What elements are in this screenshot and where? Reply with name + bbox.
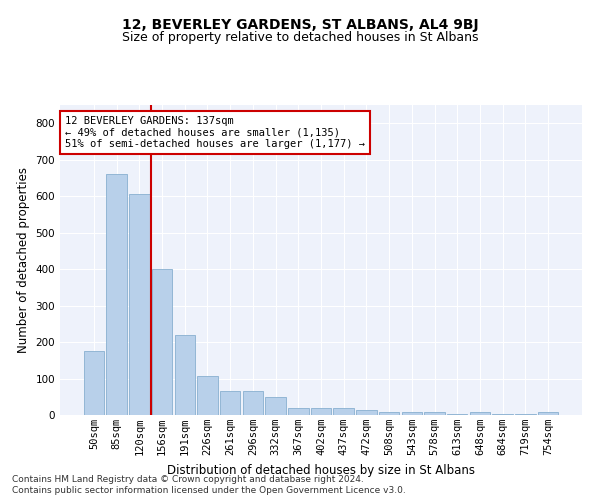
Text: Contains public sector information licensed under the Open Government Licence v3: Contains public sector information licen… bbox=[12, 486, 406, 495]
Bar bbox=[356, 410, 377, 415]
Bar bbox=[197, 376, 218, 415]
Y-axis label: Number of detached properties: Number of detached properties bbox=[17, 167, 30, 353]
Bar bbox=[401, 412, 422, 415]
X-axis label: Distribution of detached houses by size in St Albans: Distribution of detached houses by size … bbox=[167, 464, 475, 476]
Bar bbox=[106, 174, 127, 415]
Bar bbox=[152, 269, 172, 415]
Bar bbox=[470, 412, 490, 415]
Bar bbox=[334, 408, 354, 415]
Bar bbox=[220, 390, 241, 415]
Bar bbox=[129, 194, 149, 415]
Bar bbox=[288, 408, 308, 415]
Bar bbox=[379, 412, 400, 415]
Text: Contains HM Land Registry data © Crown copyright and database right 2024.: Contains HM Land Registry data © Crown c… bbox=[12, 475, 364, 484]
Bar bbox=[265, 398, 286, 415]
Bar bbox=[538, 412, 558, 415]
Bar bbox=[424, 412, 445, 415]
Bar bbox=[311, 408, 331, 415]
Bar bbox=[493, 414, 513, 415]
Bar bbox=[447, 414, 467, 415]
Bar bbox=[175, 336, 195, 415]
Text: Size of property relative to detached houses in St Albans: Size of property relative to detached ho… bbox=[122, 31, 478, 44]
Bar bbox=[242, 390, 263, 415]
Bar bbox=[515, 414, 536, 415]
Text: 12, BEVERLEY GARDENS, ST ALBANS, AL4 9BJ: 12, BEVERLEY GARDENS, ST ALBANS, AL4 9BJ bbox=[122, 18, 478, 32]
Bar bbox=[84, 351, 104, 415]
Text: 12 BEVERLEY GARDENS: 137sqm
← 49% of detached houses are smaller (1,135)
51% of : 12 BEVERLEY GARDENS: 137sqm ← 49% of det… bbox=[65, 116, 365, 149]
